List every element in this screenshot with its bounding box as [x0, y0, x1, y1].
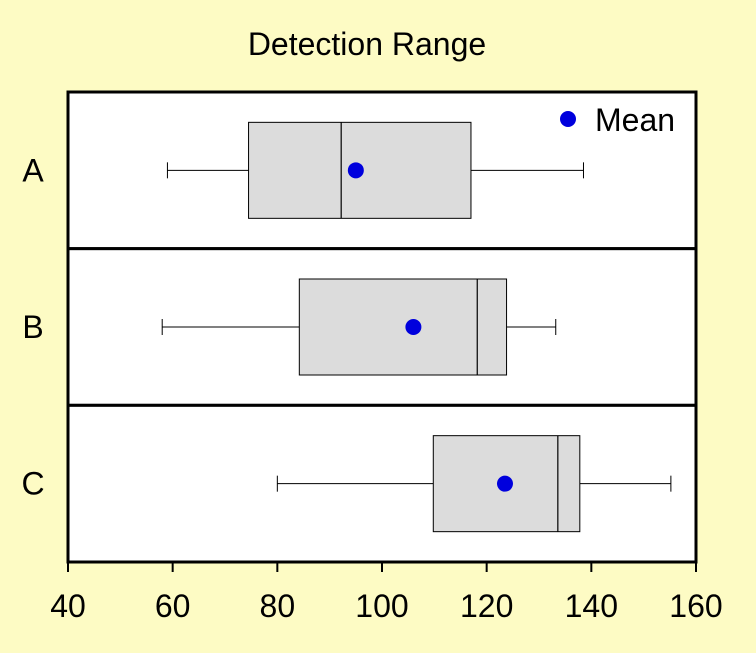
legend-marker-mean	[560, 111, 576, 127]
legend-label-mean: Mean	[595, 102, 675, 138]
x-tick-label-100: 100	[355, 588, 408, 624]
x-tick-label-60: 60	[155, 588, 191, 624]
x-tick-label-140: 140	[565, 588, 618, 624]
box-group-b	[161, 278, 557, 376]
x-tick-label-120: 120	[460, 588, 513, 624]
x-tick-label-80: 80	[260, 588, 296, 624]
box-plot-series	[161, 121, 672, 533]
x-tick-label-160: 160	[669, 588, 722, 624]
mean-point-b	[405, 319, 422, 335]
x-tick-label-40: 40	[50, 588, 86, 624]
category-label-b: B	[22, 309, 43, 345]
mean-point-c	[496, 475, 513, 492]
category-label-c: C	[21, 466, 44, 502]
x-axis: 40 60 80 100 120 140 160	[50, 562, 723, 624]
box-group-a	[166, 121, 584, 219]
category-axis-labels: A B C	[21, 152, 44, 501]
legend: Mean	[560, 102, 675, 138]
box-group-c	[276, 435, 672, 533]
chart-title: Detection Range	[248, 26, 486, 62]
mean-point-a	[347, 162, 364, 179]
box-b	[298, 278, 508, 376]
category-label-a: A	[22, 152, 44, 188]
